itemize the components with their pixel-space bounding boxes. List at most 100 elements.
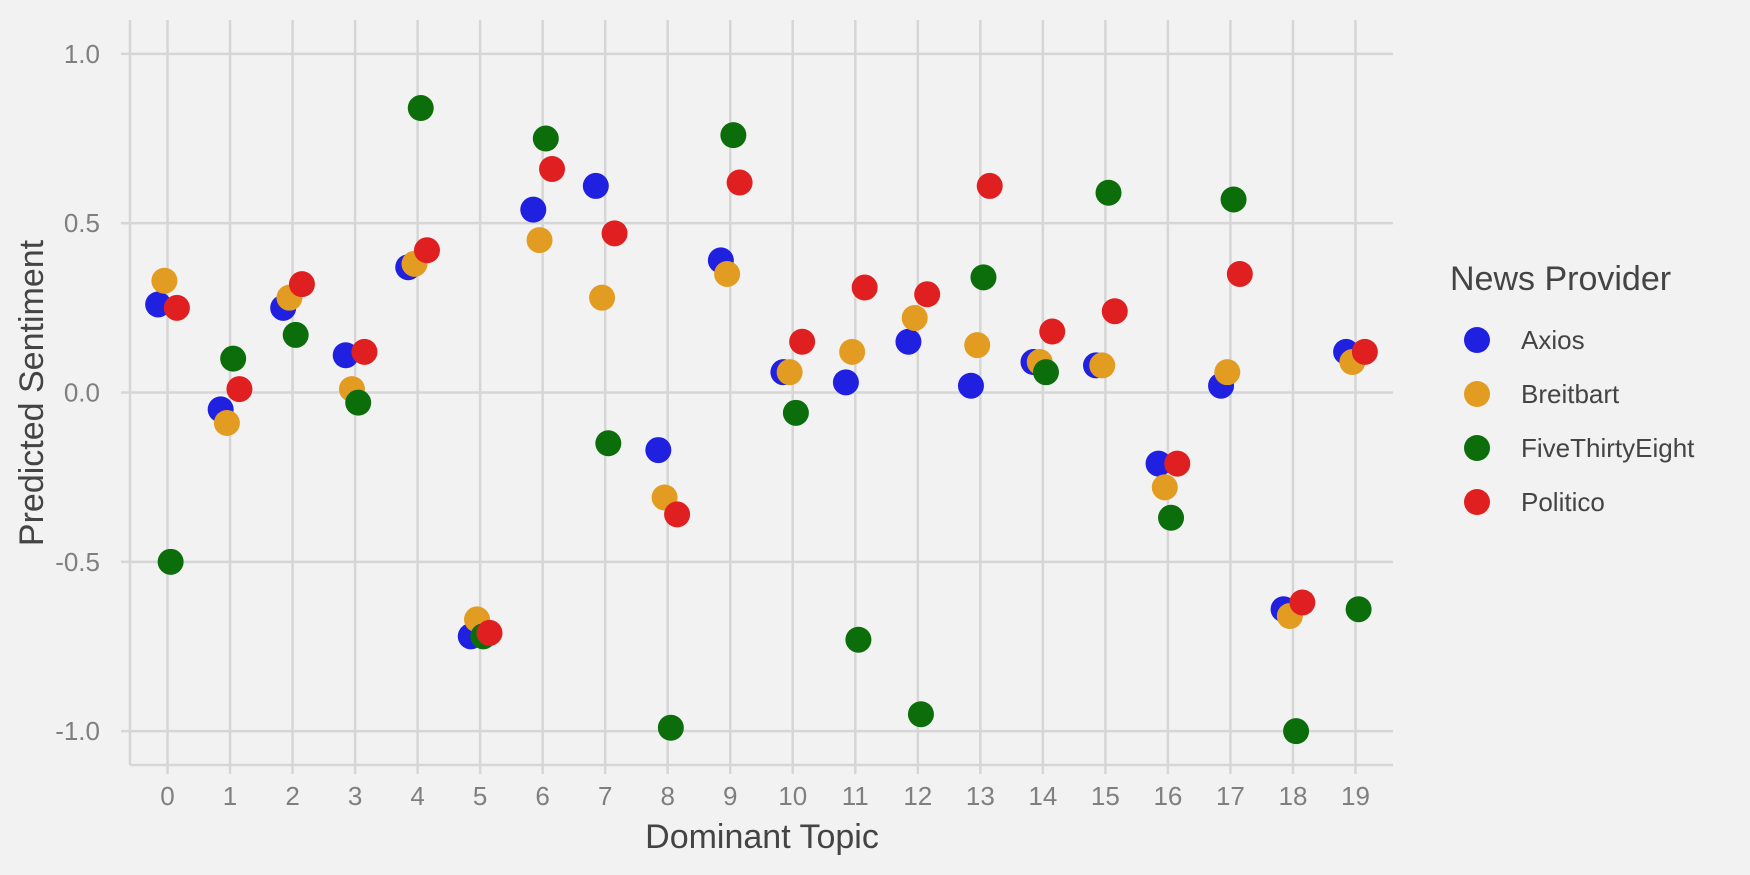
y-tick-label: 0.5 <box>64 208 100 238</box>
x-tick-label: 0 <box>160 781 174 811</box>
point-axios-topic-8 <box>645 437 672 464</box>
legend: News Provider Axios Breitbart FiveThirtyEi… <box>1450 260 1695 517</box>
point-politico-topic-8 <box>664 501 691 528</box>
x-axis-title: Dominant Topic <box>645 818 879 856</box>
point-fivethirtyeight-topic-4 <box>407 95 434 122</box>
point-fivethirtyeight-topic-16 <box>1158 504 1185 531</box>
legend-marker-fivethirtyeight <box>1464 435 1490 461</box>
y-tick-label: -1.0 <box>55 716 100 746</box>
point-politico-topic-0 <box>163 294 190 321</box>
point-axios-topic-16 <box>1145 450 1172 477</box>
point-fivethirtyeight-topic-10 <box>782 399 809 426</box>
x-tick-label: 13 <box>966 781 995 811</box>
point-breitbart-topic-13 <box>964 332 991 359</box>
point-fivethirtyeight-topic-3 <box>345 389 372 416</box>
x-tick-label: 5 <box>473 781 487 811</box>
point-fivethirtyeight-topic-19 <box>1345 596 1372 623</box>
y-tick-label: -0.5 <box>55 547 100 577</box>
x-tick-label: 14 <box>1028 781 1057 811</box>
point-politico-topic-4 <box>413 237 440 264</box>
x-tick-label: 1 <box>223 781 237 811</box>
x-tick-label: 2 <box>285 781 299 811</box>
x-tick-label: 8 <box>660 781 674 811</box>
legend-marker-politico <box>1464 489 1490 515</box>
point-breitbart-topic-9 <box>714 260 741 287</box>
x-tick-label: 10 <box>778 781 807 811</box>
point-politico-topic-9 <box>726 169 753 196</box>
point-axios-topic-7 <box>582 172 609 199</box>
x-tick-label: 7 <box>598 781 612 811</box>
point-politico-topic-2 <box>288 271 315 298</box>
legend-label-fivethirtyeight: FiveThirtyEight <box>1521 433 1695 463</box>
point-politico-topic-11 <box>851 274 878 301</box>
point-politico-topic-14 <box>1039 318 1066 345</box>
point-politico-topic-13 <box>976 172 1003 199</box>
point-fivethirtyeight-topic-1 <box>220 345 247 372</box>
legend-label-politico: Politico <box>1521 487 1605 517</box>
point-politico-topic-15 <box>1101 298 1128 325</box>
legend-marker-axios <box>1464 327 1490 353</box>
point-fivethirtyeight-topic-0 <box>157 548 184 575</box>
point-breitbart-topic-12 <box>901 305 928 331</box>
point-fivethirtyeight-topic-8 <box>657 714 684 741</box>
point-breitbart-topic-1 <box>213 409 240 436</box>
point-politico-topic-6 <box>539 156 566 182</box>
point-fivethirtyeight-topic-12 <box>907 701 934 728</box>
x-tick-label: 11 <box>842 781 869 811</box>
point-politico-topic-17 <box>1226 260 1253 287</box>
point-politico-topic-12 <box>914 281 941 308</box>
point-fivethirtyeight-topic-11 <box>845 626 872 653</box>
point-politico-topic-16 <box>1164 450 1191 477</box>
x-tick-label: 16 <box>1153 781 1182 811</box>
point-fivethirtyeight-topic-14 <box>1032 359 1059 386</box>
y-axis-title: Predicted Sentiment <box>13 239 51 546</box>
x-tick-label: 4 <box>410 781 424 811</box>
point-axios-topic-11 <box>832 369 859 396</box>
point-fivethirtyeight-topic-2 <box>282 321 309 348</box>
point-breitbart-topic-15 <box>1089 352 1116 379</box>
point-fivethirtyeight-topic-13 <box>970 264 997 291</box>
point-breitbart-topic-0 <box>151 267 178 294</box>
x-tick-label: 6 <box>535 781 549 811</box>
point-breitbart-topic-11 <box>839 338 866 365</box>
y-tick-label: 0.0 <box>64 378 100 408</box>
point-fivethirtyeight-topic-18 <box>1283 718 1310 745</box>
point-axios-topic-12 <box>895 328 922 355</box>
x-tick-label: 19 <box>1341 781 1370 811</box>
point-axios-topic-6 <box>520 196 547 223</box>
point-fivethirtyeight-topic-15 <box>1095 179 1122 206</box>
y-tick-label: 1.0 <box>64 39 100 69</box>
x-tick-label: 3 <box>348 781 362 811</box>
x-tick-label: 15 <box>1091 781 1120 811</box>
point-politico-topic-5 <box>476 619 503 646</box>
x-tick-label: 9 <box>723 781 737 811</box>
point-politico-topic-18 <box>1289 589 1316 616</box>
legend-label-axios: Axios <box>1521 325 1585 355</box>
x-tick-label: 18 <box>1278 781 1307 811</box>
point-politico-topic-10 <box>789 328 816 355</box>
data-points <box>145 95 1378 745</box>
point-breitbart-topic-16 <box>1151 474 1178 501</box>
legend-title: News Provider <box>1450 260 1671 298</box>
point-fivethirtyeight-topic-7 <box>595 430 622 457</box>
point-politico-topic-19 <box>1351 338 1378 365</box>
point-breitbart-topic-7 <box>589 284 616 311</box>
point-politico-topic-1 <box>226 376 253 403</box>
point-fivethirtyeight-topic-9 <box>720 122 747 149</box>
point-fivethirtyeight-topic-17 <box>1220 186 1247 213</box>
legend-items: Axios Breitbart FiveThirtyEight Politico <box>1464 325 1695 517</box>
point-politico-topic-3 <box>351 338 378 365</box>
point-breitbart-topic-10 <box>776 359 803 386</box>
point-axios-topic-13 <box>957 372 984 399</box>
legend-label-breitbart: Breitbart <box>1521 379 1620 409</box>
x-axis-ticks: 0 1 2 3 4 5 6 7 8 9 10 11 12 13 14 15 16 17 18 19 <box>160 765 1370 811</box>
legend-marker-breitbart <box>1464 381 1490 407</box>
x-tick-label: 17 <box>1216 781 1245 811</box>
point-fivethirtyeight-topic-6 <box>532 125 559 152</box>
point-politico-topic-7 <box>601 220 628 247</box>
point-breitbart-topic-17 <box>1214 359 1241 386</box>
x-tick-label: 12 <box>903 781 932 811</box>
y-axis-ticks: -1.0 -0.5 0.0 0.5 1.0 <box>55 39 130 746</box>
